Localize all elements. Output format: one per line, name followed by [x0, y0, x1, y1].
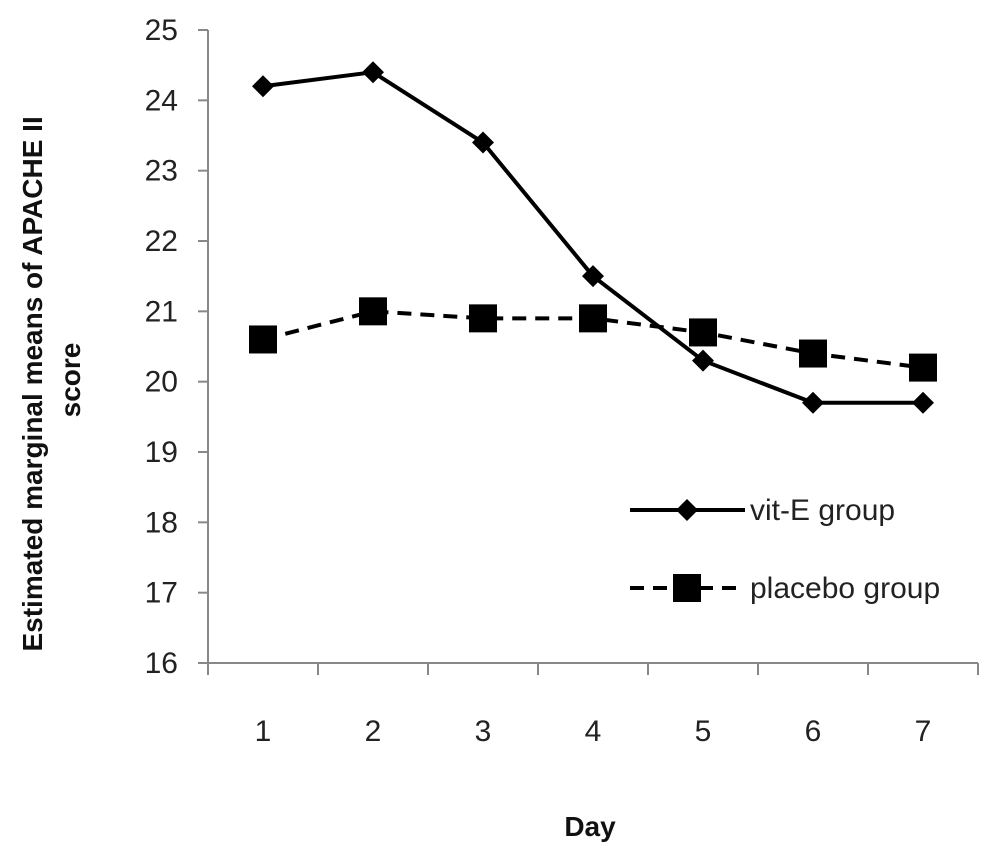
- y-tick-label: 16: [145, 647, 178, 680]
- x-tick-label: 4: [585, 715, 602, 748]
- svg-text:Estimated marginal means of AP: Estimated marginal means of APACHE II sc…: [17, 108, 86, 651]
- y-ticks: 16 17 18 19 20 21 22 23 24 25: [145, 14, 208, 680]
- y-tick-label: 17: [145, 577, 178, 610]
- x-tick-label: 1: [255, 715, 272, 748]
- square-marker: [579, 304, 607, 333]
- x-tick-label: 7: [915, 715, 932, 748]
- y-tick-label: 24: [145, 84, 178, 117]
- legend-item: placebo group: [630, 572, 940, 605]
- y-tick-label: 23: [145, 155, 178, 188]
- square-marker: [799, 339, 827, 368]
- series-layer: [249, 61, 937, 414]
- y-axis-title-line-1: Estimated marginal means of APACHE II: [17, 116, 48, 651]
- square-marker: [689, 318, 717, 347]
- y-tick-label: 18: [145, 506, 178, 539]
- x-ticks: 1 2 3 4 5 6 7: [207, 663, 979, 748]
- x-tick-label: 5: [695, 715, 712, 748]
- legend-label: vit-E group: [750, 494, 895, 527]
- square-marker: [359, 297, 387, 326]
- square-marker: [249, 325, 277, 354]
- x-tick-label: 6: [805, 715, 822, 748]
- series-placebo: [249, 297, 937, 382]
- x-tick-label: 3: [475, 715, 492, 748]
- y-axis-title: Estimated marginal means of APACHE II sc…: [17, 108, 86, 651]
- diamond-marker: [582, 265, 604, 288]
- y-tick-label: 19: [145, 436, 178, 469]
- square-marker: [469, 304, 497, 333]
- axes: [207, 30, 978, 664]
- diamond-marker: [912, 391, 934, 414]
- diamond-marker: [472, 131, 494, 154]
- diamond-marker: [802, 391, 824, 414]
- diamond-marker: [692, 349, 714, 372]
- y-axis-title-line-2: score: [55, 343, 86, 418]
- series-vit-e: [252, 61, 934, 414]
- legend-item: vit-E group: [630, 494, 895, 527]
- y-tick-label: 21: [145, 295, 178, 328]
- x-axis-title: Day: [564, 811, 616, 842]
- square-marker: [909, 353, 937, 382]
- y-tick-label: 22: [145, 225, 178, 258]
- legend-label: placebo group: [750, 572, 940, 605]
- y-tick-label: 20: [145, 366, 178, 399]
- legend: vit-E group placebo group: [630, 494, 940, 605]
- diamond-marker: [362, 61, 384, 84]
- diamond-marker: [252, 75, 274, 98]
- x-tick-label: 2: [365, 715, 382, 748]
- diamond-marker: [676, 499, 698, 521]
- square-marker: [673, 574, 701, 602]
- y-tick-label: 25: [145, 14, 178, 47]
